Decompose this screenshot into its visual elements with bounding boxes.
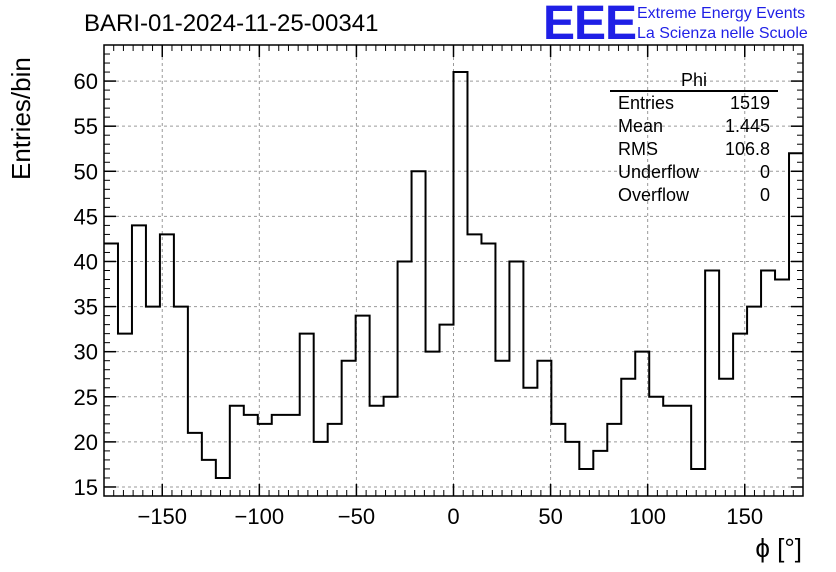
logo-line-1: Extreme Energy Events — [637, 5, 806, 22]
histogram-bin — [579, 469, 593, 496]
stats-row: Entries 1519 — [610, 92, 778, 115]
histogram-bin — [230, 406, 244, 496]
stats-label: Mean — [618, 116, 664, 136]
histogram-bin — [719, 379, 733, 496]
stats-value: 0 — [759, 162, 770, 182]
histogram-bin — [286, 415, 300, 496]
histogram-bin — [202, 460, 216, 496]
stats-label: RMS — [618, 139, 658, 159]
y-tick-label: 55 — [74, 114, 98, 139]
stats-value: 1519 — [729, 93, 770, 113]
stats-row: Overflow 0 — [610, 184, 778, 207]
x-tick-label: −50 — [338, 504, 375, 529]
histogram-bin — [398, 261, 412, 496]
stats-label: Overflow — [618, 185, 690, 205]
histogram-bin — [635, 352, 649, 496]
histogram-bin — [174, 307, 188, 496]
histogram-bin — [216, 478, 230, 496]
stats-box: Phi Entries 1519 Mean 1.445 RMS 106.8 Underflo… — [610, 70, 778, 207]
x-axis-label: ϕ [°] — [755, 533, 802, 563]
histogram-bin — [118, 334, 132, 496]
histogram-bin — [132, 225, 146, 496]
histogram-bin — [691, 469, 705, 496]
y-tick-label: 30 — [74, 340, 98, 365]
y-tick-label: 35 — [74, 295, 98, 320]
histogram-bin — [789, 153, 803, 496]
stats-value: 0 — [759, 185, 770, 205]
x-tick-label: 50 — [538, 504, 562, 529]
histogram-bin — [621, 379, 635, 496]
y-tick-label: 40 — [74, 249, 98, 274]
histogram-bin — [328, 424, 342, 496]
stats-label: Entries — [618, 93, 675, 113]
histogram-bin — [495, 361, 509, 496]
histogram-bin — [314, 442, 328, 496]
x-tick-label: 0 — [447, 504, 459, 529]
histogram-bin — [146, 307, 160, 496]
histogram-bin — [300, 334, 314, 496]
stats-rows: Entries 1519 Mean 1.445 RMS 106.8 Underflow 0 Ov… — [610, 92, 778, 207]
histogram-bin — [160, 234, 174, 496]
histogram-bin — [761, 271, 775, 497]
histogram-bin — [649, 397, 663, 496]
histogram-bin — [733, 334, 747, 496]
histogram-bin — [188, 433, 202, 496]
chart-title: BARI-01-2024-11-25-00341 — [84, 10, 379, 37]
histogram-bin — [607, 424, 621, 496]
axis-tick-labels: −150 −100 −50 0 50 100 150 15 20 25 30 35 40 45 50 55 60 — [74, 69, 764, 529]
y-tick-label: 20 — [74, 430, 98, 455]
histogram-bin — [440, 325, 454, 496]
histogram-bin — [454, 72, 468, 496]
stats-value: 1.445 — [724, 116, 770, 136]
histogram-bin — [593, 451, 607, 496]
histogram-bin — [356, 316, 370, 496]
logo-caption: Extreme Energy Events La Scienza nelle S… — [637, 4, 808, 44]
histogram-bin — [663, 406, 677, 496]
histogram-bin — [258, 424, 272, 496]
stats-value: 106.8 — [724, 139, 770, 159]
stats-title: Phi — [610, 70, 778, 92]
axis-ticks — [103, 44, 804, 497]
histogram-outline — [104, 71, 803, 479]
x-tick-label: 100 — [629, 504, 666, 529]
x-tick-label: −100 — [235, 504, 285, 529]
y-tick-label: 25 — [74, 385, 98, 410]
stats-row: Underflow 0 — [610, 161, 778, 184]
eee-logo: EEE — [543, 0, 637, 50]
histogram-bin — [677, 406, 691, 496]
histogram-bin — [412, 171, 426, 496]
histogram-bin — [384, 397, 398, 496]
histogram-bin — [775, 280, 789, 496]
histogram-bin — [244, 415, 258, 496]
histogram-bin — [426, 352, 440, 496]
histogram-bin — [342, 361, 356, 496]
y-tick-label: 60 — [74, 69, 98, 94]
histogram-bin — [551, 424, 565, 496]
histogram-bin — [370, 406, 384, 496]
y-tick-label: 15 — [74, 475, 98, 500]
histogram-bin — [104, 243, 118, 496]
stats-row: RMS 106.8 — [610, 138, 778, 161]
x-tick-label: 150 — [726, 504, 763, 529]
histogram-bin — [705, 271, 719, 497]
y-tick-label: 50 — [74, 159, 98, 184]
logo-line-2: La Scienza nelle Scuole — [637, 25, 808, 42]
histogram-bin — [565, 442, 579, 496]
stats-label: Underflow — [618, 162, 700, 182]
histogram-bin — [537, 361, 551, 496]
histogram-bin — [509, 261, 523, 496]
stats-row: Mean 1.445 — [610, 115, 778, 138]
x-tick-label: −150 — [137, 504, 187, 529]
histogram-bin — [481, 243, 495, 496]
histogram-bin — [272, 415, 286, 496]
y-tick-label: 45 — [74, 204, 98, 229]
histogram-bin — [523, 388, 537, 496]
histogram-bin — [747, 307, 761, 496]
histogram-bin — [467, 234, 481, 496]
